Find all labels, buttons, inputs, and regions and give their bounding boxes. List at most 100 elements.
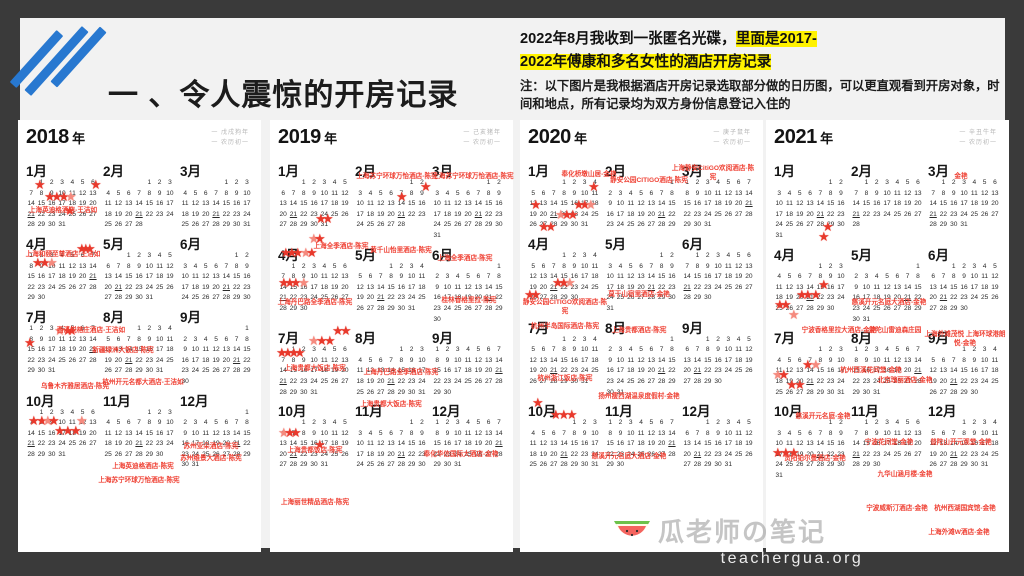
day-cell[interactable]: 28 [647,294,655,302]
day-cell[interactable]: 4 [787,189,792,197]
day-cell[interactable]: 31 [191,461,200,469]
day-cell[interactable]: 26 [454,221,462,229]
month-9[interactable]: 9月00012345678910111213141516171819202122… [928,327,1005,400]
day-cell[interactable]: 12 [903,429,912,437]
day-cell[interactable]: 19 [212,356,220,364]
day-cell[interactable]: 22 [145,210,153,218]
day-cell[interactable]: 5 [747,419,751,427]
day-cell[interactable]: 21 [397,450,405,458]
day-cell[interactable]: 5 [787,273,792,281]
day-cell[interactable]: 3 [157,324,162,332]
day-cell[interactable]: 31 [775,231,783,239]
day-cell[interactable]: 18 [104,210,112,218]
day-cell[interactable]: 1 [497,262,501,270]
day-cell[interactable]: 16 [443,440,452,448]
day-cell[interactable]: 12 [114,200,123,208]
day-cell[interactable]: 12 [929,440,937,448]
day-cell[interactable]: 12 [893,356,901,364]
day-cell[interactable]: 17 [580,356,589,364]
day-cell[interactable]: 10 [580,262,589,270]
day-cell[interactable]: 19 [377,210,385,218]
day-cell[interactable]: 29 [484,221,493,229]
day-cell[interactable]: 7 [137,189,141,197]
day-cell[interactable]: 13 [734,189,743,197]
day-cell[interactable]: 27 [341,377,349,385]
day-cell[interactable]: 7 [399,429,404,437]
day-cell[interactable]: 1 [962,419,966,427]
day-cell[interactable]: 18 [366,450,375,458]
day-cell[interactable]: 25 [104,221,112,229]
day-cell[interactable]: 3 [49,324,54,332]
day-cell-marked[interactable]: 4 [358,356,362,364]
month-8[interactable]: 8月 1 2 3 4 5 6 7 8 9 10 11 12 13 14 15 16 17 18 19 20 21 22 23 2… [851,327,928,400]
month-5[interactable]: 5月00000123456789101112131415161718192021… [605,233,682,317]
day-cell[interactable]: 23 [155,440,164,448]
day-cell[interactable]: 28 [693,377,702,385]
day-cell[interactable]: 28 [560,461,568,469]
day-cell[interactable]: 30 [37,294,46,302]
day-cell[interactable]: 23 [181,450,189,458]
day-cell[interactable]: 11 [464,429,472,437]
day-cell[interactable]: 4 [777,273,781,281]
day-cell[interactable]: 13 [647,200,655,208]
day-cell[interactable]: 24 [191,367,200,375]
day-cell[interactable]: 22 [37,440,46,448]
day-cell-marked[interactable]: 16 [300,283,308,291]
day-cell[interactable]: 17 [837,283,845,291]
day-cell-marked[interactable]: 27 [377,388,385,396]
day-cell[interactable]: 14 [657,356,666,364]
day-cell[interactable]: 4 [895,419,900,427]
day-cell[interactable]: 15 [484,200,493,208]
day-cell[interactable]: 16 [960,283,968,291]
day-cell[interactable]: 29 [300,221,308,229]
day-cell[interactable]: 23 [181,367,189,375]
day-cell[interactable]: 15 [433,367,441,375]
day-cell[interactable]: 19 [539,450,548,458]
day-cell[interactable]: 23 [837,450,845,458]
day-cell[interactable]: 6 [685,429,689,437]
day-cell[interactable]: 26 [883,304,891,312]
day-cell-marked[interactable]: 3 [455,346,460,354]
day-cell[interactable]: 9 [572,346,577,354]
day-cell[interactable]: 8 [818,273,823,281]
day-cell[interactable]: 28 [816,461,824,469]
day-cell[interactable]: 29 [397,388,405,396]
day-cell[interactable]: 18 [616,283,625,291]
day-cell[interactable]: 29 [495,304,503,312]
day-cell-marked[interactable]: 3 [705,179,710,186]
day-cell[interactable]: 5 [797,429,802,437]
month-2[interactable]: 2月00000012345678910111213141516171819202… [605,160,682,233]
day-cell[interactable]: 30 [714,377,722,385]
day-cell[interactable]: 24 [454,377,462,385]
day-cell[interactable]: 8 [562,189,566,197]
day-cell-marked[interactable]: 3 [982,419,987,427]
day-cell[interactable]: 25 [785,221,794,229]
day-cell[interactable]: 7 [214,189,218,197]
day-cell[interactable]: 15 [657,273,666,281]
day-cell[interactable]: 21 [212,210,220,218]
day-cell[interactable]: 28 [397,461,405,469]
day-cell[interactable]: 4 [777,356,781,364]
day-cell[interactable]: 12 [330,356,339,364]
day-cell[interactable]: 28 [852,221,860,229]
day-cell-marked[interactable]: 25 [627,221,635,229]
month-11[interactable]: 11月0000012345678910111213141516171819202… [355,400,432,473]
day-cell[interactable]: 6 [116,335,121,343]
day-cell[interactable]: 4 [60,251,64,259]
day-cell[interactable]: 7 [808,356,812,364]
day-cell[interactable]: 18 [104,440,112,448]
day-cell[interactable]: 10 [873,356,881,364]
day-cell[interactable]: 17 [181,283,189,291]
day-cell[interactable]: 18 [734,440,743,448]
day-cell[interactable]: 30 [826,388,835,396]
day-cell-marked[interactable]: 29 [960,461,968,469]
day-cell[interactable]: 8 [670,189,674,197]
day-cell[interactable]: 22 [950,294,958,302]
day-cell[interactable]: 2 [864,346,869,354]
day-cell[interactable]: 15 [862,200,871,208]
day-cell[interactable]: 5 [787,356,792,364]
day-cell-marked[interactable]: 26 [78,210,87,218]
day-cell[interactable]: 19 [330,283,339,291]
day-cell[interactable]: 3 [839,346,843,354]
day-cell[interactable]: 30 [960,304,968,312]
